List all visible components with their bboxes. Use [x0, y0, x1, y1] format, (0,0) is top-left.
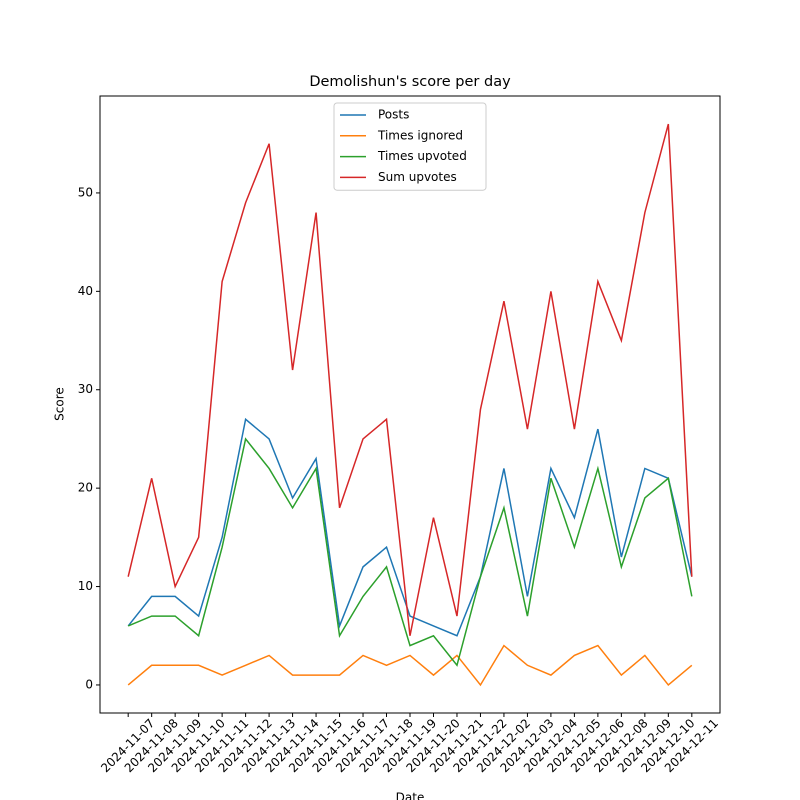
y-tick-label: 50 [78, 185, 93, 199]
y-tick-label: 40 [78, 284, 93, 298]
chart-title: Demolishun's score per day [309, 74, 511, 90]
series-line [127, 123, 693, 636]
y-axis-label: Score [53, 387, 67, 421]
y-tick-label: 20 [78, 481, 93, 495]
y-tick-label: 30 [78, 382, 93, 396]
legend-label: Times ignored [377, 128, 463, 142]
x-axis-label: Date [396, 791, 425, 800]
legend-box [333, 102, 487, 191]
series-line [127, 437, 693, 667]
series-line [127, 644, 693, 687]
legend-label: Posts [378, 108, 409, 122]
y-tick-label: 10 [78, 579, 93, 593]
y-tick-label: 0 [85, 677, 93, 691]
legend-label: Sum upvotes [378, 170, 457, 184]
legend-label: Times upvoted [377, 149, 467, 163]
series-line [127, 417, 693, 637]
